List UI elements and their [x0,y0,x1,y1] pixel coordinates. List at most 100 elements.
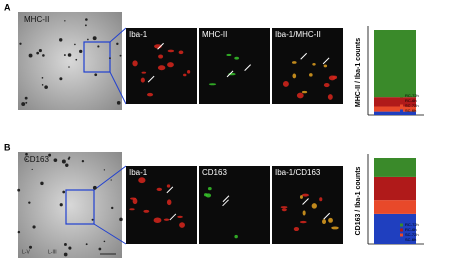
speckle [44,85,48,89]
micrograph [272,28,343,104]
layer-label: L-III [48,249,57,255]
speckle [87,38,89,41]
cell [319,197,323,202]
speckle [119,217,123,222]
speckle [94,73,98,77]
cell [132,60,138,67]
bar-segment [374,106,416,112]
speckle [28,201,31,204]
legend-label: SC-72h [405,232,419,237]
cell [323,64,328,68]
legend-label: SC-72h [405,103,419,108]
panel-label: MHC-II [202,30,227,39]
speckle [63,252,68,257]
layer-label: L-V [22,249,30,255]
micrograph [199,28,270,104]
zoom-line [109,71,127,105]
speckle [84,24,87,27]
speckle [25,101,28,104]
cell [166,199,172,206]
speckle [63,54,66,57]
speckle [24,96,28,100]
micrograph [126,166,197,244]
arrow [157,42,164,50]
cell [183,73,187,77]
speckle [91,218,94,221]
cell [331,226,339,230]
overview-label: MHC-II [24,15,49,24]
speckle [17,230,21,234]
cell [282,81,289,87]
speckle [111,206,114,210]
cell [205,193,212,198]
speckle [97,45,100,48]
cell [293,226,300,232]
panel-label: Iba-1 [129,168,148,177]
speckle [62,190,66,194]
y-axis-label: MHC-II / Iba-1 counts [355,38,362,107]
cell [166,184,171,188]
speckle [98,247,102,251]
speckle [67,53,72,57]
legend-label: SC-6h [405,237,416,242]
legend-label: RC-6h [405,98,417,103]
speckle [103,240,106,243]
legend-swatch [400,228,403,232]
speckle [31,168,33,171]
cell [207,186,212,191]
cell [312,63,316,66]
cell [153,217,162,223]
speckle [40,181,44,186]
cell [140,77,145,83]
bar-segment [374,200,416,214]
bar-segment [374,158,416,177]
cell [156,187,163,192]
cell [158,54,164,59]
legend-swatch [400,109,403,113]
cell [296,92,304,99]
legend-swatch [400,104,403,108]
cell [208,83,217,86]
bar-segment [374,213,416,244]
cell [177,215,183,218]
cell [147,92,154,97]
cell [167,62,174,68]
speckle [17,188,21,192]
cell [178,50,184,55]
legend-swatch [400,99,403,103]
speckle [103,169,106,171]
panel-label: Iba-1/CD163 [275,168,321,177]
speckle [28,53,33,58]
legend-swatch [400,233,403,237]
zoom-line [93,165,127,191]
speckle [85,18,88,21]
legend-swatch [400,94,403,98]
speckle [61,159,66,164]
overview-label: CD163 [24,155,49,164]
overview-image [18,12,122,110]
speckle [32,225,36,229]
legend-label: RC-72h [405,222,419,227]
speckle [65,163,69,167]
speckle [59,77,63,81]
cell [226,53,232,57]
zoom-line [109,27,127,43]
cell [187,70,191,74]
speckle [19,42,22,45]
speckle [92,36,97,41]
arrow [302,198,309,205]
speckle [38,49,42,53]
cell [138,177,146,184]
speckle [81,159,85,163]
speckle [53,158,58,163]
arrow [222,195,230,203]
cell [141,71,147,74]
speckle [25,158,28,161]
panel-letter: A [4,2,11,12]
speckle [41,84,44,86]
panel-label: Iba-1 [129,30,148,39]
cell [292,73,297,79]
cell [328,217,333,223]
cell [322,219,327,225]
arrow [323,212,331,220]
